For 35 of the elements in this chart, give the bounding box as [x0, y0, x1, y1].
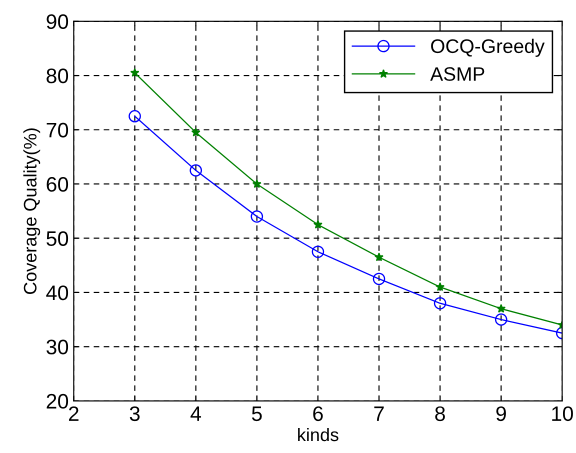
point — [434, 297, 446, 310]
point — [312, 246, 324, 258]
y-tick-label: 70 — [46, 122, 68, 138]
x-axis-title: kinds — [298, 428, 338, 442]
x-tick-label: 9 — [496, 406, 506, 422]
x-tick-label: 3 — [130, 406, 140, 422]
y-tick-label: 30 — [46, 340, 68, 354]
x-tick-label: 6 — [313, 406, 323, 422]
y-tick-label: 50 — [46, 231, 68, 246]
point — [130, 68, 140, 77]
y-tick-label: 90 — [46, 14, 68, 30]
y-tick-label: 20 — [46, 394, 68, 409]
point — [374, 252, 384, 262]
point — [494, 313, 508, 326]
y-tick-label: 40 — [46, 285, 68, 300]
point — [250, 210, 264, 223]
y-tick-label: 80 — [46, 68, 68, 84]
y-tick-label: 60 — [46, 176, 68, 192]
x-tick-label: 8 — [435, 406, 445, 422]
legend-label: OCQ-Greedy — [431, 38, 545, 57]
point — [313, 220, 323, 229]
point — [252, 179, 262, 188]
point — [190, 164, 202, 177]
y-axis-title: Coverage Quality(%) — [23, 128, 40, 294]
x-tick-label: 4 — [190, 406, 202, 421]
point — [191, 128, 200, 136]
x-tick-label: 10 — [552, 406, 573, 422]
x-tick-label: 7 — [374, 406, 384, 421]
point — [496, 304, 506, 313]
point — [372, 272, 386, 286]
point — [435, 282, 445, 292]
x-tick-label: 2 — [68, 406, 78, 421]
legend-label: ASMP — [430, 67, 484, 81]
x-tick-label: 5 — [252, 406, 262, 422]
point — [128, 110, 141, 122]
